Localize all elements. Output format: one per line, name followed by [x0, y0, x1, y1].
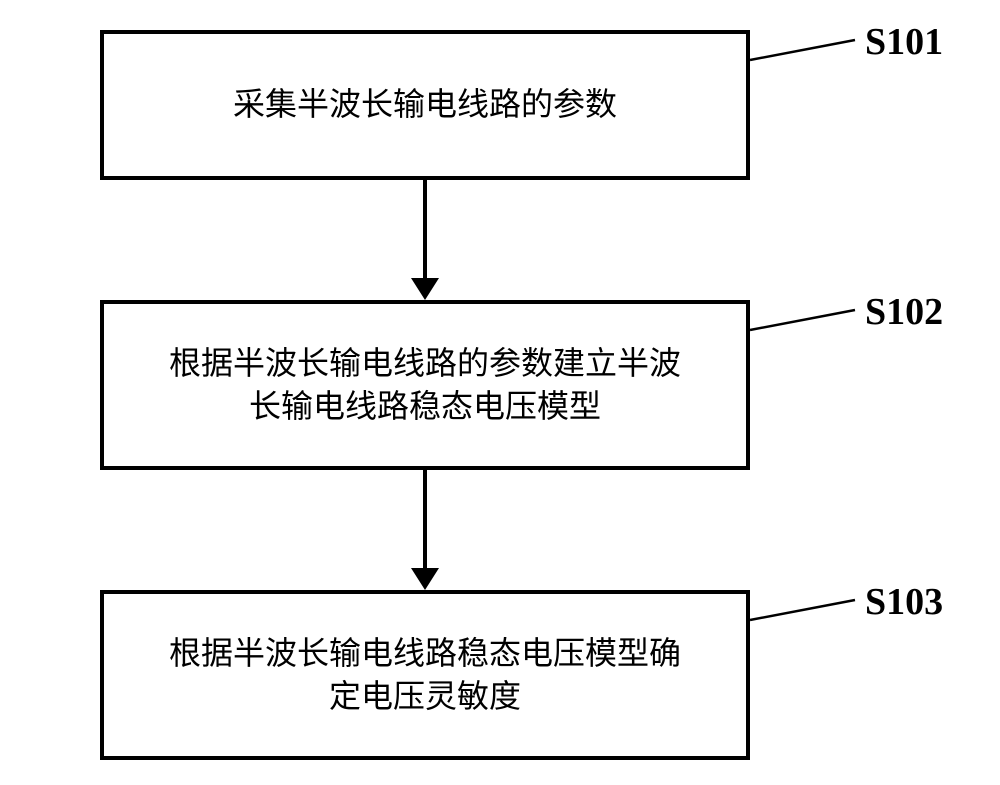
step-label-s102: S102: [865, 290, 943, 334]
flow-node-text: 采集半波长输电线路的参数: [213, 83, 637, 126]
flow-node-text: 根据半波长输电线路的参数建立半波 长输电线路稳态电压模型: [149, 342, 701, 428]
step-label-s103: S103: [865, 580, 943, 624]
connector-S101: [748, 38, 857, 62]
flow-node-s103: 根据半波长输电线路稳态电压模型确 定电压灵敏度: [100, 590, 750, 760]
flow-node-s101: 采集半波长输电线路的参数: [100, 30, 750, 180]
flow-node-s102: 根据半波长输电线路的参数建立半波 长输电线路稳态电压模型: [100, 300, 750, 470]
flowchart-canvas: 采集半波长输电线路的参数根据半波长输电线路的参数建立半波 长输电线路稳态电压模型…: [0, 0, 1000, 785]
connector-S102: [748, 308, 857, 332]
flow-node-text: 根据半波长输电线路稳态电压模型确 定电压灵敏度: [149, 632, 701, 718]
arrow-s101-to-s102: [407, 180, 443, 300]
connector-S103: [748, 598, 857, 622]
arrow-s102-to-s103: [407, 470, 443, 590]
step-label-s101: S101: [865, 20, 943, 64]
